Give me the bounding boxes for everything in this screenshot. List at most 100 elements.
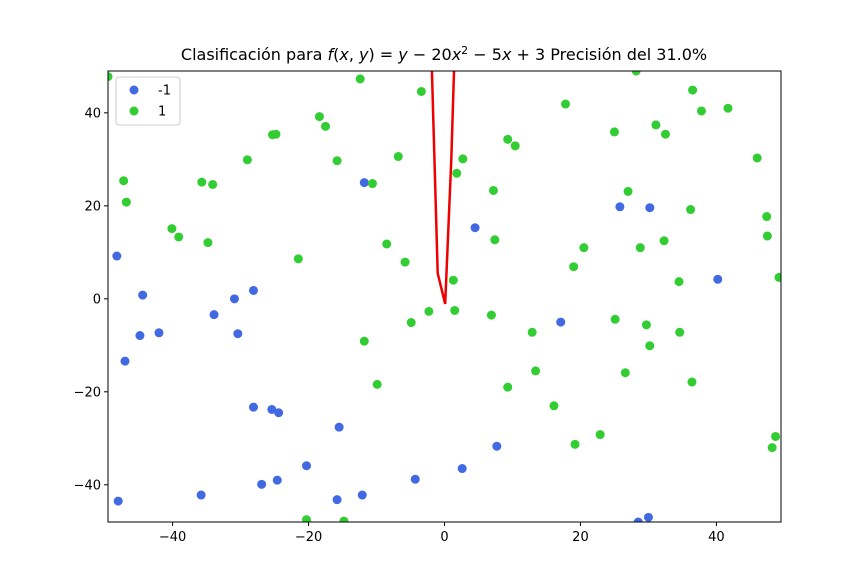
data-point-class-pos1 (197, 177, 207, 187)
data-point-class-pos1 (302, 515, 311, 522)
data-point-class-neg1 (248, 285, 258, 295)
data-point-class-neg1 (633, 517, 643, 522)
data-point-class-pos1 (723, 103, 733, 113)
data-point-class-pos1 (645, 341, 655, 351)
data-point-class-pos1 (674, 277, 684, 287)
data-point-class-neg1 (120, 356, 130, 366)
data-point-class-pos1 (659, 236, 669, 246)
data-point-class-neg1 (492, 441, 502, 451)
chart-title: Clasificación para f(x, y) = y − 20x2 − … (181, 44, 707, 64)
data-point-class-pos1 (510, 141, 520, 151)
data-point-class-pos1 (293, 254, 303, 264)
data-point-class-pos1 (620, 368, 630, 378)
data-point-class-pos1 (393, 152, 403, 162)
x-tick-label: −40 (159, 530, 186, 545)
data-point-class-pos1 (321, 121, 331, 131)
data-point-class-pos1 (242, 155, 252, 165)
data-point-class-pos1 (488, 185, 498, 195)
data-point-class-pos1 (774, 272, 781, 282)
data-point-class-pos1 (406, 318, 416, 328)
plot-area: −40 −20 0 20 40 −40 −20 0 20 40 (74, 70, 782, 545)
data-point-class-neg1 (470, 223, 480, 233)
data-point-class-pos1 (424, 306, 434, 316)
data-point-class-neg1 (332, 495, 342, 505)
data-point-class-pos1 (696, 106, 706, 116)
data-point-class-neg1 (209, 310, 219, 320)
data-point-class-pos1 (752, 153, 762, 163)
data-point-class-pos1 (531, 366, 541, 376)
data-point-class-pos1 (382, 239, 392, 249)
data-point-class-pos1 (452, 168, 462, 178)
data-point-class-pos1 (208, 179, 218, 189)
legend-label-pos1: 1 (158, 105, 166, 120)
data-point-class-pos1 (771, 431, 781, 441)
data-point-class-neg1 (274, 408, 284, 418)
y-tick-label: −20 (74, 385, 101, 400)
data-point-class-pos1 (271, 129, 281, 139)
data-point-class-pos1 (762, 212, 772, 222)
data-point-class-pos1 (660, 129, 670, 139)
data-point-class-neg1 (113, 496, 123, 506)
data-point-class-neg1 (229, 294, 239, 304)
data-point-class-pos1 (458, 154, 468, 164)
data-point-class-pos1 (570, 439, 580, 449)
y-tick-label: 0 (93, 292, 101, 307)
data-point-class-neg1 (410, 474, 420, 484)
y-tick-label: 40 (84, 106, 101, 121)
data-point-class-pos1 (651, 120, 661, 130)
data-point-class-pos1 (339, 516, 349, 522)
data-point-class-neg1 (713, 274, 723, 284)
data-point-class-pos1 (687, 377, 697, 387)
x-tick-label: 40 (708, 530, 725, 545)
data-point-class-pos1 (355, 74, 365, 84)
data-point-class-pos1 (631, 71, 641, 76)
data-point-class-pos1 (595, 430, 605, 440)
data-point-class-neg1 (257, 479, 267, 489)
data-point-class-neg1 (138, 290, 148, 300)
marks-group (108, 71, 781, 522)
data-point-class-neg1 (272, 475, 282, 485)
data-point-class-neg1 (334, 422, 344, 432)
data-point-class-pos1 (569, 262, 579, 272)
data-point-class-neg1 (359, 178, 369, 188)
data-point-class-pos1 (561, 99, 571, 109)
data-point-class-pos1 (372, 379, 382, 389)
data-point-class-pos1 (635, 243, 645, 253)
data-point-class-pos1 (609, 127, 619, 137)
data-point-class-pos1 (490, 235, 500, 245)
data-point-class-pos1 (203, 238, 213, 248)
data-point-class-pos1 (121, 197, 131, 207)
data-point-class-neg1 (233, 329, 243, 339)
data-point-class-pos1 (688, 85, 698, 95)
data-point-class-pos1 (108, 72, 113, 82)
data-point-class-pos1 (367, 179, 377, 189)
data-point-class-pos1 (675, 327, 685, 337)
data-point-class-pos1 (450, 305, 460, 315)
x-tick-label: −20 (295, 530, 322, 545)
data-point-class-pos1 (167, 224, 177, 234)
decision-boundary-line (430, 71, 456, 305)
data-point-class-pos1 (332, 156, 342, 166)
data-point-class-pos1 (119, 176, 129, 186)
data-point-class-pos1 (579, 243, 589, 253)
data-point-class-pos1 (359, 336, 369, 346)
data-point-class-pos1 (314, 112, 324, 122)
legend-marker-neg1 (129, 85, 139, 95)
data-point-class-neg1 (112, 251, 122, 261)
legend: -11 (115, 76, 181, 126)
data-point-class-neg1 (302, 461, 312, 471)
data-point-class-neg1 (643, 512, 653, 522)
data-point-class-pos1 (623, 186, 633, 196)
data-point-class-pos1 (527, 327, 537, 337)
data-point-class-pos1 (549, 401, 559, 411)
data-point-class-pos1 (448, 275, 458, 285)
data-point-class-neg1 (135, 331, 145, 341)
data-point-class-pos1 (486, 310, 496, 320)
data-point-class-neg1 (645, 203, 655, 213)
data-point-class-pos1 (767, 443, 777, 453)
data-point-class-pos1 (762, 231, 772, 241)
data-point-class-pos1 (641, 320, 651, 330)
y-tick-label: 20 (84, 199, 101, 214)
data-point-class-pos1 (610, 314, 620, 324)
